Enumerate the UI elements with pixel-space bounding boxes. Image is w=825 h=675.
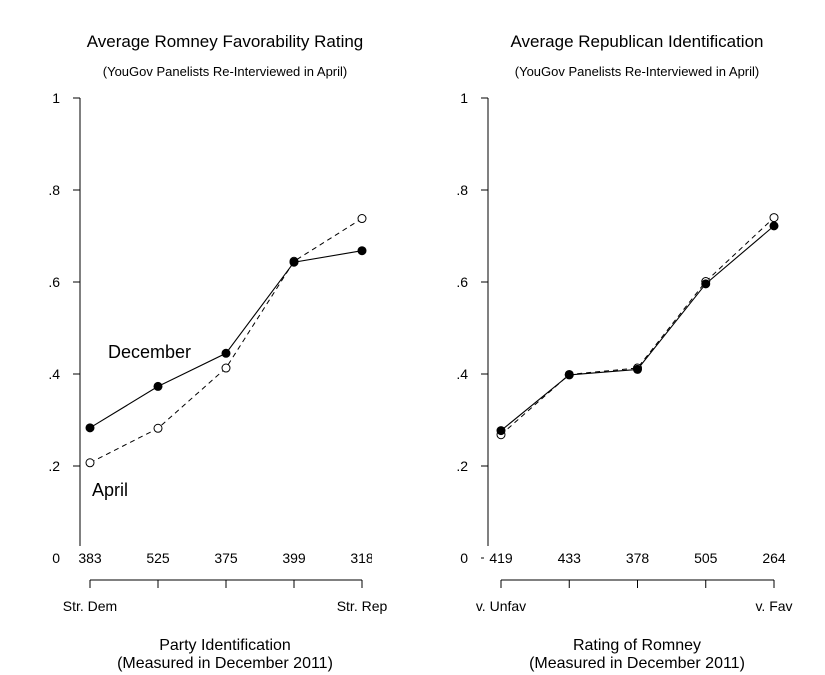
data-point-december bbox=[564, 370, 574, 380]
x-axis-label: Party Identification bbox=[159, 637, 291, 654]
x-axis-sublabel: (Measured in December 2011) bbox=[117, 655, 333, 672]
y-tick-label: 1 bbox=[52, 90, 60, 106]
count-label: 419 bbox=[489, 550, 513, 566]
count-labels: 383 525 375 399 318 bbox=[73, 546, 374, 566]
data-point-december bbox=[769, 221, 779, 231]
chart-title: Average Republican Identification bbox=[511, 32, 764, 51]
chart-subtitle: (YouGov Panelists Re-Interviewed in Apri… bbox=[103, 64, 347, 79]
y-tick-label: .4 bbox=[48, 366, 60, 382]
data-point-april bbox=[85, 458, 95, 468]
y-tick-label: .2 bbox=[456, 458, 468, 474]
data-point-december bbox=[357, 246, 367, 256]
x-end-label-right: Str. Rep bbox=[337, 598, 388, 614]
count-label: 383 bbox=[78, 550, 102, 566]
y-tick-label: .6 bbox=[456, 274, 468, 290]
chart-panel-1: Average Romney Favorability Rating (YouGo… bbox=[48, 32, 387, 672]
count-label: 433 bbox=[558, 550, 582, 566]
y-tick-label: .8 bbox=[456, 182, 468, 198]
data-point-december bbox=[701, 279, 711, 289]
data-point-december bbox=[221, 348, 231, 358]
data-point-december bbox=[496, 426, 506, 436]
x-end-label-left: Str. Dem bbox=[63, 598, 117, 614]
count-label: 264 bbox=[762, 550, 786, 566]
data-point-december bbox=[153, 381, 163, 391]
count-label: 525 bbox=[146, 550, 170, 566]
count-label: 399 bbox=[282, 550, 306, 566]
count-label: 505 bbox=[694, 550, 718, 566]
x-end-label-right: v. Fav bbox=[755, 598, 792, 614]
data-point-april bbox=[221, 363, 231, 373]
count-label: 318 bbox=[350, 550, 374, 566]
chart-panel-2: Average Republican Identification (YouGov… bbox=[456, 32, 792, 672]
chart-title: Average Romney Favorability Rating bbox=[87, 32, 364, 51]
y-tick-label: 0 bbox=[460, 550, 468, 566]
y-tick-label: .8 bbox=[48, 182, 60, 198]
series-line-december bbox=[89, 250, 363, 429]
x-axis-label: Rating of Romney bbox=[573, 637, 701, 654]
y-tick-label: .6 bbox=[48, 274, 60, 290]
x-end-label-left: v. Unfav bbox=[476, 598, 526, 614]
series-label: April bbox=[92, 480, 128, 500]
data-point-december bbox=[85, 423, 95, 433]
count-label: 375 bbox=[214, 550, 238, 566]
chart-subtitle: (YouGov Panelists Re-Interviewed in Apri… bbox=[515, 64, 759, 79]
data-point-april bbox=[769, 213, 779, 223]
y-tick-label: .2 bbox=[48, 458, 60, 474]
data-point-april bbox=[153, 423, 163, 433]
x-axis-sublabel: (Measured in December 2011) bbox=[529, 655, 745, 672]
series-line-april bbox=[89, 218, 363, 464]
series-label: December bbox=[108, 342, 191, 362]
data-point-december bbox=[633, 364, 642, 374]
y-tick-label: .4 bbox=[456, 366, 468, 382]
y-tick-label: 1 bbox=[460, 90, 468, 106]
count-labels: 419 433 378 505 264 bbox=[484, 546, 787, 566]
series-line-april bbox=[500, 217, 775, 436]
data-point-april bbox=[357, 214, 367, 224]
data-point-december bbox=[289, 257, 299, 267]
y-tick-label: 0 bbox=[52, 550, 60, 566]
count-label: 378 bbox=[626, 550, 650, 566]
